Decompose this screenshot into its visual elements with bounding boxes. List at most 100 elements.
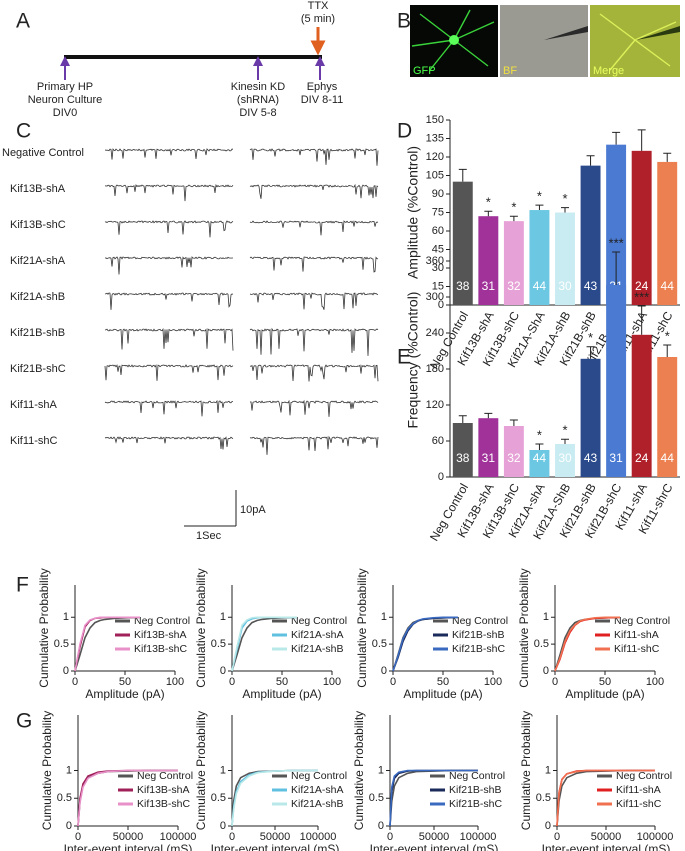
bar [657,357,678,477]
legend-label: Neg Control [449,770,505,782]
legend-label: Kif13B-shA [134,629,187,641]
significance: *** [634,289,649,304]
x-tick-label: 0 [387,831,393,843]
row-label: Kif21A-shB [10,291,65,303]
bar-label: 38 [456,451,470,465]
error-bar [612,131,621,145]
x-tick-label: 100 [484,676,502,688]
y-tick-label: 1 [381,611,387,623]
series-line [74,616,140,672]
scale-label: 1Sec [196,530,222,542]
series-line [392,616,459,672]
bar [657,161,678,305]
significance: * [486,195,491,210]
y-tick-label: 0 [438,299,444,311]
timeline: TTX (5 min) Primary HP Neuron Culture DI… [28,0,344,119]
significance: *** [609,235,624,250]
error-bar [484,412,493,419]
row-label: Kif21A-shA [10,255,66,267]
legend-label: Kif21B-shB [452,629,505,641]
x-tick-label: 100000 [460,831,497,843]
x-tick-label: 0 [229,831,235,843]
y-tick-label: 1 [66,764,72,776]
error-bar [458,415,467,423]
bar [478,216,499,305]
scale-label: 10pA [240,504,266,516]
x-tick-label: 50 [276,676,288,688]
legend-label: Kif21A-shB [291,798,344,810]
bar [631,334,652,477]
panel-label: C [16,120,31,143]
error-bar [458,168,467,182]
x-tick-label: 0 [229,676,235,688]
y-tick-label: 0.5 [54,638,69,650]
legend-label: Neg Control [291,615,347,627]
bar-label: 44 [533,279,547,293]
trace [249,292,379,310]
y-tick-label: 105 [426,169,444,181]
y-tick-label: 180 [426,363,444,375]
bar [452,423,473,477]
legend-label: Kif11-shA [614,629,659,641]
error-bar [637,129,646,151]
y-tick-label: 0.5 [372,638,387,650]
bar-label: 44 [533,451,547,465]
legend-label: Neg Control [614,615,670,627]
bar [631,150,652,305]
bar-label: 32 [507,451,521,465]
legend-label: Kif21A-shA [291,629,344,641]
series-line [389,769,478,827]
y-tick-label: 0.5 [211,792,226,804]
error-bar [637,305,646,335]
y-tick-label: 60 [432,225,444,237]
error-bar [509,215,518,222]
event-label: Ephys [307,81,338,93]
series-line [231,769,318,827]
trace [104,436,234,450]
bar [580,165,601,305]
y-tick-label: 0.5 [534,638,549,650]
series-line [554,616,620,672]
error-bar [586,155,595,166]
x-tick-label: 50 [119,676,131,688]
x-axis-label: Inter-event interval (mS) [211,842,340,851]
trace [249,220,379,236]
image-label: GFP [413,65,436,77]
bar [529,450,550,477]
x-tick-label: 100000 [300,831,337,843]
x-tick-label: 0 [552,676,558,688]
y-tick-label: 60 [432,435,444,447]
bar [555,212,575,305]
error-bar [663,344,672,357]
event-label: DIV0 [53,107,77,119]
bar-label: 31 [482,279,496,293]
y-tick-label: 150 [426,114,444,126]
legend-label: Kif21A-shB [291,643,344,655]
legend-label: Neg Control [134,615,190,627]
bar-label: 31 [482,451,496,465]
y-tick-label: 240 [426,327,444,339]
bar-label: 30 [558,279,572,293]
trace [249,399,379,417]
error-bar [561,438,569,444]
x-tick-label: 100000 [160,831,197,843]
trace [104,364,234,381]
y-axis-label: Cumulative Probability [352,711,366,830]
y-tick-label: 1 [543,611,549,623]
legend-label: Kif13B-shA [137,784,190,796]
error-bar [586,346,595,359]
row-label: Negative Control [2,147,84,159]
y-tick-label: 1 [63,611,69,623]
y-tick-label: 0 [543,665,549,677]
legend-label: Kif11-shC [614,643,660,655]
y-tick-label: 120 [426,399,444,411]
y-tick-label: 30 [432,262,444,274]
row-label: Kif11-shA [10,399,58,411]
y-tick-label: 0 [63,665,69,677]
panel-label: E [397,346,411,369]
x-axis-label: Amplitude (pA) [565,687,644,701]
trace [104,183,234,202]
event-label: Neuron Culture [28,94,103,106]
event-label: (shRNA) [237,94,279,106]
y-tick-label: 300 [426,291,444,303]
